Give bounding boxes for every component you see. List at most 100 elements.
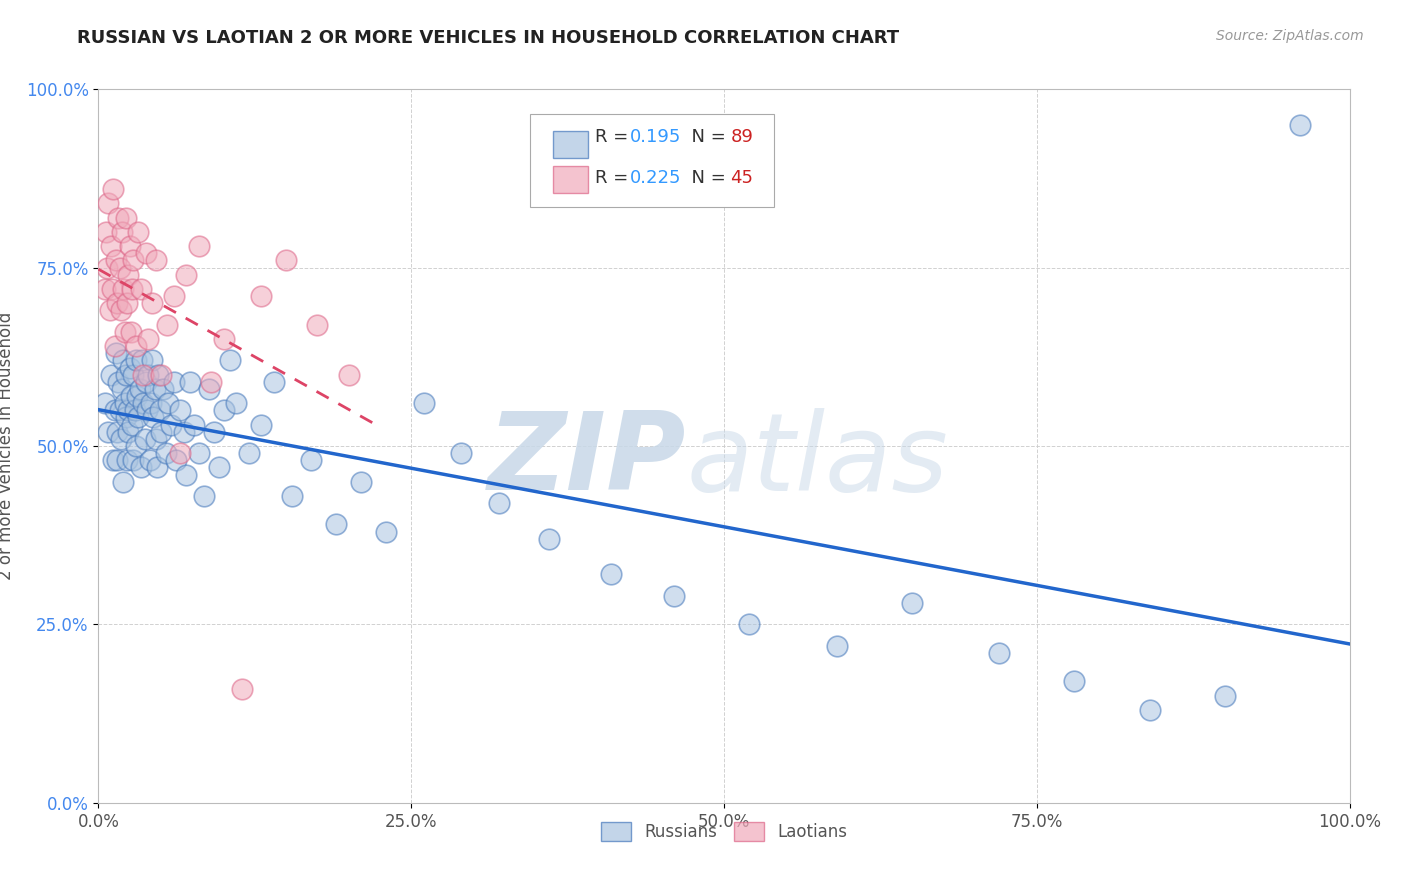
- Point: [138, 453, 160, 467]
- Point: [115, 453, 138, 467]
- Point: [412, 396, 434, 410]
- Point: [299, 453, 322, 467]
- Point: [114, 396, 136, 410]
- Point: [124, 403, 146, 417]
- Point: [110, 432, 132, 446]
- FancyBboxPatch shape: [530, 114, 775, 207]
- Point: [238, 446, 260, 460]
- Point: [231, 681, 253, 696]
- Point: [281, 489, 304, 503]
- FancyBboxPatch shape: [553, 131, 588, 159]
- Point: [115, 296, 138, 310]
- Point: [375, 524, 398, 539]
- Point: [156, 318, 179, 332]
- Text: Source: ZipAtlas.com: Source: ZipAtlas.com: [1216, 29, 1364, 44]
- Text: 45: 45: [730, 169, 754, 187]
- Point: [207, 460, 229, 475]
- Point: [148, 368, 170, 382]
- Point: [125, 353, 148, 368]
- Point: [152, 382, 174, 396]
- Point: [111, 225, 134, 239]
- Point: [125, 339, 148, 353]
- Point: [127, 225, 149, 239]
- Point: [134, 432, 156, 446]
- Point: [98, 303, 121, 318]
- Text: 89: 89: [730, 128, 754, 146]
- Legend: Russians, Laotians: Russians, Laotians: [595, 815, 853, 848]
- Text: ZIP: ZIP: [488, 408, 686, 513]
- Point: [112, 353, 135, 368]
- Point: [138, 368, 160, 382]
- Point: [107, 375, 129, 389]
- Point: [118, 360, 141, 375]
- Point: [103, 182, 125, 196]
- Point: [128, 382, 150, 396]
- Point: [141, 296, 163, 310]
- Point: [107, 211, 129, 225]
- Point: [129, 282, 152, 296]
- Point: [900, 596, 922, 610]
- Point: [93, 282, 115, 296]
- Point: [1063, 674, 1085, 689]
- Point: [125, 439, 148, 453]
- Point: [218, 353, 240, 368]
- Point: [108, 403, 131, 417]
- Point: [115, 410, 138, 425]
- Point: [149, 403, 172, 417]
- Point: [101, 282, 124, 296]
- Point: [121, 417, 143, 432]
- Point: [162, 375, 184, 389]
- Point: [1139, 703, 1161, 717]
- Text: R =: R =: [595, 128, 634, 146]
- Point: [100, 368, 122, 382]
- Point: [197, 382, 219, 396]
- Point: [212, 403, 235, 417]
- FancyBboxPatch shape: [553, 166, 588, 193]
- Point: [105, 453, 128, 467]
- Point: [117, 268, 139, 282]
- Point: [325, 517, 347, 532]
- Point: [212, 332, 235, 346]
- Point: [138, 332, 160, 346]
- Point: [120, 389, 142, 403]
- Point: [150, 368, 173, 382]
- Point: [105, 296, 128, 310]
- Point: [165, 453, 187, 467]
- Point: [94, 225, 117, 239]
- Point: [105, 425, 128, 439]
- Point: [112, 282, 135, 296]
- Point: [136, 403, 159, 417]
- Point: [155, 446, 177, 460]
- Point: [131, 353, 153, 368]
- Text: N =: N =: [681, 128, 731, 146]
- Text: atlas: atlas: [686, 408, 949, 513]
- Point: [100, 239, 122, 253]
- Point: [263, 375, 285, 389]
- Point: [110, 303, 132, 318]
- Point: [988, 646, 1011, 660]
- Point: [179, 375, 201, 389]
- Point: [112, 475, 135, 489]
- Point: [274, 253, 298, 268]
- Point: [115, 211, 138, 225]
- Point: [738, 617, 761, 632]
- Point: [169, 403, 191, 417]
- Point: [127, 410, 149, 425]
- Point: [117, 403, 139, 417]
- Point: [104, 253, 127, 268]
- Point: [122, 453, 145, 467]
- Point: [183, 417, 205, 432]
- Point: [122, 253, 145, 268]
- Point: [97, 196, 120, 211]
- Point: [143, 382, 166, 396]
- Text: N =: N =: [681, 169, 731, 187]
- Point: [174, 467, 197, 482]
- Point: [97, 425, 120, 439]
- Point: [117, 425, 139, 439]
- Point: [141, 353, 163, 368]
- Point: [160, 417, 183, 432]
- Point: [115, 368, 138, 382]
- Point: [127, 389, 149, 403]
- Point: [111, 382, 134, 396]
- Point: [146, 460, 169, 475]
